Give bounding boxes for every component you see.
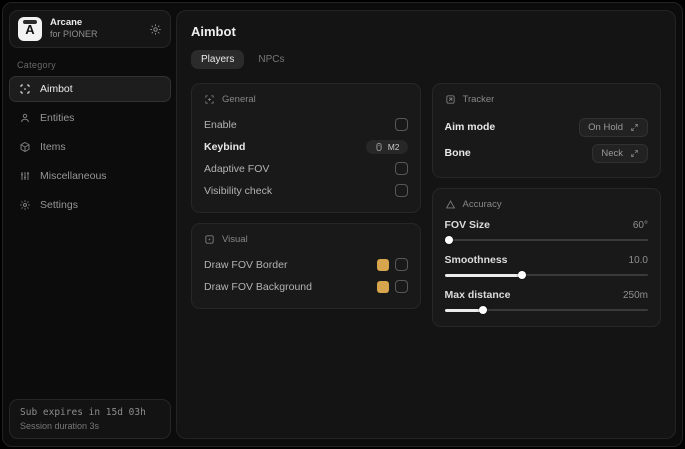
fov-size-slider[interactable] <box>444 235 648 245</box>
expand-icon <box>630 123 639 132</box>
max-distance-slider[interactable] <box>444 305 648 315</box>
sidebar-item-label: Entities <box>40 112 75 124</box>
triangle-icon <box>445 199 456 210</box>
sliders-icon <box>19 170 31 182</box>
setting-row-keybind: Keybind M2 <box>204 136 408 157</box>
brand-name: Arcane <box>50 17 83 29</box>
setting-row-enable: Enable <box>204 114 408 135</box>
slider-handle[interactable] <box>444 236 453 244</box>
panel-title-accuracy: Accuracy <box>462 199 502 210</box>
aim-mode-dropdown[interactable]: On Hold <box>579 117 648 137</box>
sidebar-item-entities[interactable]: Entities <box>9 105 171 131</box>
visibility-check-checkbox[interactable] <box>394 184 408 197</box>
setting-row-draw-fov-border: Draw FOV Border <box>204 254 408 275</box>
setting-label: Keybind <box>204 140 246 153</box>
tab-bar: Players NPCs <box>191 50 661 69</box>
session-duration-text: Session duration 3s <box>20 421 100 431</box>
max-distance-value: 250m <box>622 289 648 301</box>
draw-fov-background-checkbox[interactable] <box>394 280 408 293</box>
sidebar-item-label: Miscellaneous <box>40 170 107 182</box>
sidebar-item-miscellaneous[interactable]: Miscellaneous <box>9 163 171 189</box>
sidebar-item-items[interactable]: Items <box>9 134 171 160</box>
panel-title-general: General <box>222 94 256 105</box>
bone-value: Neck <box>601 147 623 159</box>
brand-subtitle: for PIONER <box>50 29 98 40</box>
slider-handle[interactable] <box>479 306 488 314</box>
crosshair-icon <box>19 83 31 95</box>
draw-fov-border-checkbox[interactable] <box>394 258 408 271</box>
page-title: Aimbot <box>191 24 236 39</box>
cube-icon <box>19 141 31 153</box>
expand-icon <box>630 149 639 158</box>
panel-title-tracker: Tracker <box>462 94 495 105</box>
panel-tracker: Tracker Aim mode On Hold <box>431 83 661 178</box>
sidebar-item-label: Items <box>40 141 66 153</box>
keybind-value: M2 <box>387 141 400 152</box>
sidebar-item-label: Settings <box>40 199 78 211</box>
app-logo: A <box>18 17 42 41</box>
sidebar-nav: Aimbot Entities Items <box>9 76 171 218</box>
setting-row-draw-fov-background: Draw FOV Background <box>204 276 408 297</box>
setting-label: Aim mode <box>444 121 496 133</box>
aim-mode-value: On Hold <box>588 121 623 133</box>
bone-dropdown[interactable]: Neck <box>592 143 648 163</box>
setting-label: Bone <box>444 147 471 159</box>
setting-label: FOV Size <box>444 219 491 231</box>
person-icon <box>19 112 31 124</box>
enable-checkbox[interactable] <box>394 118 408 131</box>
frame-dot-icon <box>204 234 215 245</box>
gear-icon[interactable] <box>149 23 162 36</box>
setting-label: Smoothness <box>444 254 508 266</box>
category-label: Category <box>17 60 56 70</box>
setting-label: Draw FOV Border <box>204 258 288 271</box>
panel-accuracy: Accuracy FOV Size 60° <box>431 188 661 327</box>
sub-expires-text: Sub expires in 15d 03h <box>20 407 146 418</box>
sidebar: A Arcane for PIONER Category <box>3 3 176 446</box>
panel-general: General Enable Keybind <box>191 83 421 213</box>
crosshair-grid-icon <box>204 94 215 105</box>
gear-icon <box>19 199 31 211</box>
keybind-button[interactable]: M2 <box>365 139 408 154</box>
setting-label: Max distance <box>444 289 511 301</box>
sidebar-item-label: Aimbot <box>40 83 73 95</box>
mouse-icon <box>374 142 384 152</box>
fov-size-value: 60° <box>632 219 648 231</box>
tab-players[interactable]: Players <box>191 50 245 69</box>
fov-border-color-swatch[interactable] <box>376 258 389 271</box>
setting-label: Enable <box>204 118 237 131</box>
slider-handle[interactable] <box>517 271 526 279</box>
setting-label: Adaptive FOV <box>204 162 270 175</box>
panel-visual: Visual Draw FOV Border Draw FOV Backgrou… <box>191 223 421 309</box>
setting-label: Visibility check <box>204 184 273 197</box>
slider-group-smoothness: Smoothness 10.0 <box>444 254 648 280</box>
main-panel: Aimbot Players NPCs General <box>176 10 676 439</box>
panel-title-visual: Visual <box>222 234 248 245</box>
setting-label: Draw FOV Background <box>204 280 312 293</box>
smoothness-value: 10.0 <box>628 254 648 266</box>
sidebar-item-aimbot[interactable]: Aimbot <box>9 76 171 102</box>
slider-group-fov-size: FOV Size 60° <box>444 219 648 245</box>
smoothness-slider[interactable] <box>444 270 648 280</box>
brand-card: A Arcane for PIONER <box>9 10 171 48</box>
setting-row-adaptive-fov: Adaptive FOV <box>204 158 408 179</box>
adaptive-fov-checkbox[interactable] <box>394 162 408 175</box>
target-box-icon <box>445 94 456 105</box>
slider-group-max-distance: Max distance 250m <box>444 289 648 315</box>
fov-background-color-swatch[interactable] <box>376 280 389 293</box>
tab-npcs[interactable]: NPCs <box>258 54 285 65</box>
sidebar-item-settings[interactable]: Settings <box>9 192 171 218</box>
setting-row-bone: Bone Neck <box>444 140 648 166</box>
subscription-card: Sub expires in 15d 03h Session duration … <box>9 399 171 439</box>
setting-row-visibility-check: Visibility check <box>204 180 408 201</box>
setting-row-aim-mode: Aim mode On Hold <box>444 114 648 140</box>
